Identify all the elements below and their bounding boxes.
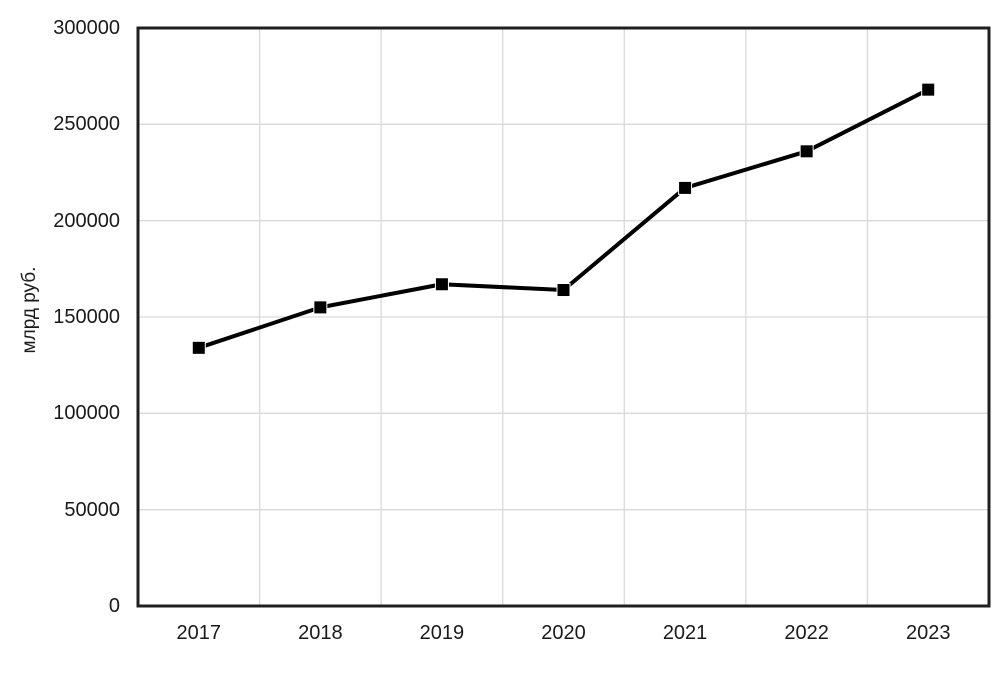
- x-tick-label: 2021: [662, 622, 708, 644]
- y-tick-label: 0: [108, 595, 120, 617]
- x-tick-label: 2023: [905, 622, 951, 644]
- y-tick-label: 50000: [64, 498, 120, 521]
- y-tick-label: 300000: [53, 17, 120, 39]
- y-axis-title: млрд руб.: [19, 266, 40, 354]
- x-tick-label: 2017: [176, 622, 222, 644]
- x-tick-label: 2018: [298, 622, 343, 644]
- y-tick-label: 150000: [53, 306, 120, 328]
- y-tick-label: 100000: [53, 402, 120, 425]
- y-tick-label: 250000: [53, 113, 120, 136]
- x-tick-label: 2022: [784, 622, 829, 644]
- y-tick-label: 200000: [53, 209, 120, 232]
- x-tick-label: 2019: [419, 622, 465, 644]
- x-tick-label: 2020: [541, 622, 586, 644]
